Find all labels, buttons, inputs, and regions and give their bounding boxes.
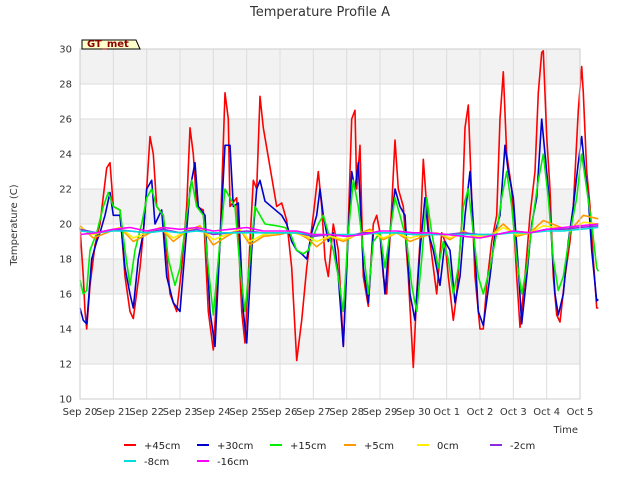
series-line-15cm <box>79 153 600 316</box>
legend-label: 0cm <box>437 441 459 452</box>
legend-item: +30cm <box>197 441 253 452</box>
legend-label: +15cm <box>290 441 326 452</box>
y-tick-label: 12 <box>59 360 72 371</box>
x-tick-label: Sep 21 <box>96 407 131 418</box>
plot-band <box>80 119 580 154</box>
x-tick-label: Oct 2 <box>467 407 494 418</box>
legend-item: -2cm <box>490 441 535 452</box>
plot-band <box>80 329 580 364</box>
plot-band <box>80 294 580 329</box>
chart-title: Temperature Profile A <box>249 5 390 20</box>
series-line-16cm <box>79 223 599 239</box>
legend-label: -16cm <box>217 457 249 468</box>
x-tick-label: Oct 3 <box>500 407 527 418</box>
y-tick-label: 22 <box>59 185 72 196</box>
legend-item: +15cm <box>270 441 326 452</box>
x-tick-label: Sep 22 <box>129 407 164 418</box>
y-tick-label: 14 <box>59 325 72 336</box>
series-line-8cm <box>79 226 599 236</box>
legend-item: +45cm <box>124 441 180 452</box>
legend-item: -8cm <box>124 457 169 468</box>
y-tick-label: 28 <box>59 80 72 91</box>
series-line-30cm <box>79 118 599 348</box>
x-tick-label: Sep 27 <box>296 407 331 418</box>
y-tick-label: 24 <box>59 150 72 161</box>
y-tick-label: 20 <box>59 220 72 231</box>
x-tick-label: Sep 23 <box>163 407 198 418</box>
legend-label: +45cm <box>144 441 180 452</box>
plot-band <box>80 49 580 84</box>
badge-background <box>81 39 141 50</box>
plot-band <box>80 84 580 119</box>
legend-label: -8cm <box>144 457 169 468</box>
legend: +45cm +30cm +15cm +5cm 0cm -2cm -8cm -16cm <box>124 441 535 468</box>
y-tick-label: 26 <box>59 115 72 126</box>
x-tick-label: Sep 20 <box>63 407 98 418</box>
x-tick-label: Oct 5 <box>567 407 594 418</box>
x-tick-label: Sep 25 <box>229 407 264 418</box>
plot-frame <box>79 48 581 400</box>
y-tick-label: 18 <box>59 255 72 266</box>
x-tick-label: Sep 24 <box>196 407 231 418</box>
y-tick-label: 10 <box>59 395 72 406</box>
legend-item: -16cm <box>197 457 249 468</box>
legend-item: +5cm <box>344 441 394 452</box>
legend-item: 0cm <box>417 441 459 452</box>
gt-met-badge: GT_met <box>81 39 141 50</box>
y-tick-label: 16 <box>59 290 72 301</box>
x-tick-label: Oct 1 <box>433 407 460 418</box>
plot-band <box>80 154 580 189</box>
x-tick-label: Oct 4 <box>533 407 560 418</box>
x-tick-label: Sep 28 <box>329 407 364 418</box>
legend-label: +5cm <box>364 441 394 452</box>
x-axis-label: Time <box>553 425 578 436</box>
y-tick-labels: 10 12 14 16 18 20 22 24 26 28 30 <box>59 45 72 406</box>
series-lines <box>79 50 600 369</box>
x-tick-label: Sep 30 <box>396 407 431 418</box>
y-axis-label: Temperature (C) <box>9 184 20 266</box>
x-tick-label: Sep 29 <box>363 407 398 418</box>
badge-label: GT_met <box>87 39 129 50</box>
y-tick-label: 30 <box>59 45 72 56</box>
legend-label: +30cm <box>217 441 253 452</box>
plot-band <box>80 364 580 399</box>
x-tick-label: Sep 26 <box>263 407 298 418</box>
legend-label: -2cm <box>510 441 535 452</box>
